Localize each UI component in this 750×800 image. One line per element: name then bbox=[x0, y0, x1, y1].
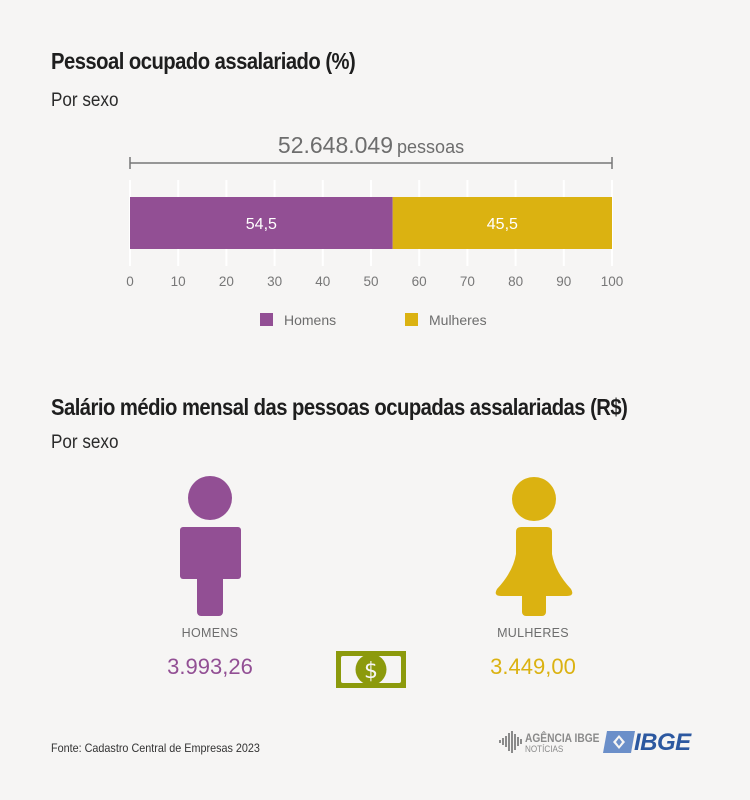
legend-swatch-mulheres bbox=[405, 313, 418, 326]
total-bracket bbox=[129, 157, 613, 169]
legend-label-homens: Homens bbox=[284, 312, 337, 328]
stacked-bar-chart: 54,5 45,5 0 10 20 30 40 50 60 70 80 90 100 bbox=[126, 157, 623, 289]
x-axis-ticks: 0 10 20 30 40 50 60 70 80 90 100 bbox=[126, 274, 623, 289]
total-number: 52.648.049 bbox=[277, 132, 394, 158]
bar-labels: 54,5 45,5 bbox=[246, 216, 518, 233]
x-tick-label: 90 bbox=[556, 274, 571, 289]
chart-title: Pessoal ocupado assalariado (%) bbox=[51, 48, 356, 74]
chart-subtitle: Por sexo bbox=[51, 90, 119, 111]
noticias-text: NOTÍCIAS bbox=[525, 744, 564, 754]
legend-item-homens: Homens bbox=[260, 312, 336, 328]
x-tick-label: 50 bbox=[363, 274, 378, 289]
salary-subtitle: Por sexo bbox=[51, 432, 119, 453]
men-salary-value: 3.993,26 bbox=[167, 654, 253, 679]
bars bbox=[130, 197, 612, 249]
bar-label-homens: 54,5 bbox=[246, 216, 277, 233]
women-caption: MULHERES bbox=[497, 626, 569, 640]
total-unit: pessoas bbox=[397, 137, 465, 157]
x-tick-label: 0 bbox=[126, 274, 134, 289]
ibge-logo-text[interactable]: IBGE bbox=[634, 729, 691, 756]
legend-label-mulheres: Mulheres bbox=[429, 312, 487, 328]
women-salary-value: 3.449,00 bbox=[490, 654, 576, 679]
man-figure-icon bbox=[180, 476, 241, 616]
ibge-logo-icon[interactable] bbox=[603, 731, 635, 753]
bar-homens bbox=[130, 197, 393, 249]
dollar-bill-icon: $ bbox=[336, 651, 406, 688]
x-tick-label: 70 bbox=[460, 274, 475, 289]
legend-swatch-homens bbox=[260, 313, 273, 326]
agencia-ibge-text: AGÊNCIA IBGE bbox=[525, 731, 600, 745]
x-tick-label: 60 bbox=[412, 274, 427, 289]
woman-figure-icon bbox=[495, 477, 573, 616]
x-tick-label: 10 bbox=[171, 274, 186, 289]
agencia-ibge-bars-icon bbox=[499, 731, 522, 753]
legend-item-mulheres: Mulheres bbox=[405, 312, 487, 328]
source-note: Fonte: Cadastro Central de Empresas 2023 bbox=[51, 741, 260, 755]
x-tick-label: 80 bbox=[508, 274, 523, 289]
bar-mulheres bbox=[392, 197, 612, 249]
bar-label-mulheres: 45,5 bbox=[487, 216, 518, 233]
x-tick-label: 20 bbox=[219, 274, 234, 289]
x-tick-label: 40 bbox=[315, 274, 330, 289]
x-tick-label: 100 bbox=[601, 274, 624, 289]
svg-text:$: $ bbox=[364, 659, 378, 684]
men-caption: HOMENS bbox=[181, 626, 239, 640]
total-annotation: 52.648.049 pessoas bbox=[130, 132, 612, 159]
x-tick-label: 30 bbox=[267, 274, 282, 289]
salary-title: Salário médio mensal das pessoas ocupada… bbox=[51, 394, 628, 420]
